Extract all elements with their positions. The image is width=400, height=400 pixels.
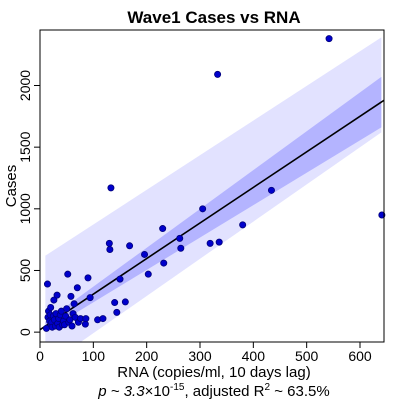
confidence-band [45, 76, 382, 332]
data-point [176, 234, 184, 242]
data-point [160, 259, 168, 267]
y-tick-label: 500 [17, 259, 33, 283]
data-point [177, 244, 185, 252]
y-tick-label: 1500 [17, 131, 33, 162]
data-point [206, 239, 214, 247]
chart-title: Wave1 Cases vs RNA [127, 8, 300, 27]
x-tick-label: 0 [36, 348, 44, 364]
data-point [53, 291, 61, 299]
data-point [86, 294, 94, 302]
r2-superscript: 2 [265, 382, 271, 393]
data-point [64, 270, 72, 278]
x-tick-label: 600 [348, 348, 372, 364]
p-value-base: 10 [153, 383, 170, 400]
data-point [105, 239, 113, 247]
data-point [84, 274, 92, 282]
y-axis-label: Cases [3, 165, 20, 208]
data-point [144, 270, 152, 278]
data-point [141, 250, 149, 258]
regression-line [40, 99, 384, 331]
data-point [99, 315, 107, 323]
data-point [121, 298, 129, 306]
data-point [199, 205, 207, 213]
r2-prefix: , adjusted R [184, 383, 264, 400]
data-point [67, 292, 75, 300]
data-point [73, 284, 81, 292]
data-point [50, 296, 58, 304]
data-point [215, 238, 223, 246]
data-point [106, 246, 114, 254]
p-value-prefix: p ~ 3.3 [97, 383, 145, 400]
data-point [325, 35, 333, 43]
r2-value: ~ 63.5% [270, 383, 330, 400]
y-tick-label: 1000 [17, 193, 33, 224]
x-axis-label: RNA (copies/ml, 10 days lag) [117, 364, 310, 381]
p-value-exponent: -15 [170, 382, 185, 393]
y-tick-label: 0 [17, 328, 33, 336]
x-tick-label: 300 [188, 348, 212, 364]
x-tick-label: 200 [135, 348, 159, 364]
data-point [116, 275, 124, 283]
data-point [159, 225, 167, 233]
data-point [47, 303, 55, 311]
data-point [267, 186, 275, 194]
data-point [111, 299, 119, 307]
data-point [68, 322, 76, 330]
plot-frame [39, 29, 385, 343]
data-point [82, 315, 90, 323]
data-point [113, 308, 121, 316]
data-point [70, 300, 78, 308]
data-point [107, 184, 115, 192]
y-tick-label: 2000 [17, 70, 33, 101]
data-point [63, 305, 71, 313]
data-point [239, 221, 247, 229]
data-point [126, 242, 134, 250]
x-tick-label: 400 [242, 348, 266, 364]
data-point [43, 280, 51, 288]
x-tick-label: 100 [82, 348, 106, 364]
data-point [378, 211, 386, 219]
times-sign: × [145, 383, 154, 400]
fit-statistics-caption: p ~ 3.3×10-15, adjusted R2 ~ 63.5% [97, 382, 329, 400]
x-tick-label: 500 [295, 348, 319, 364]
data-point [214, 70, 222, 78]
